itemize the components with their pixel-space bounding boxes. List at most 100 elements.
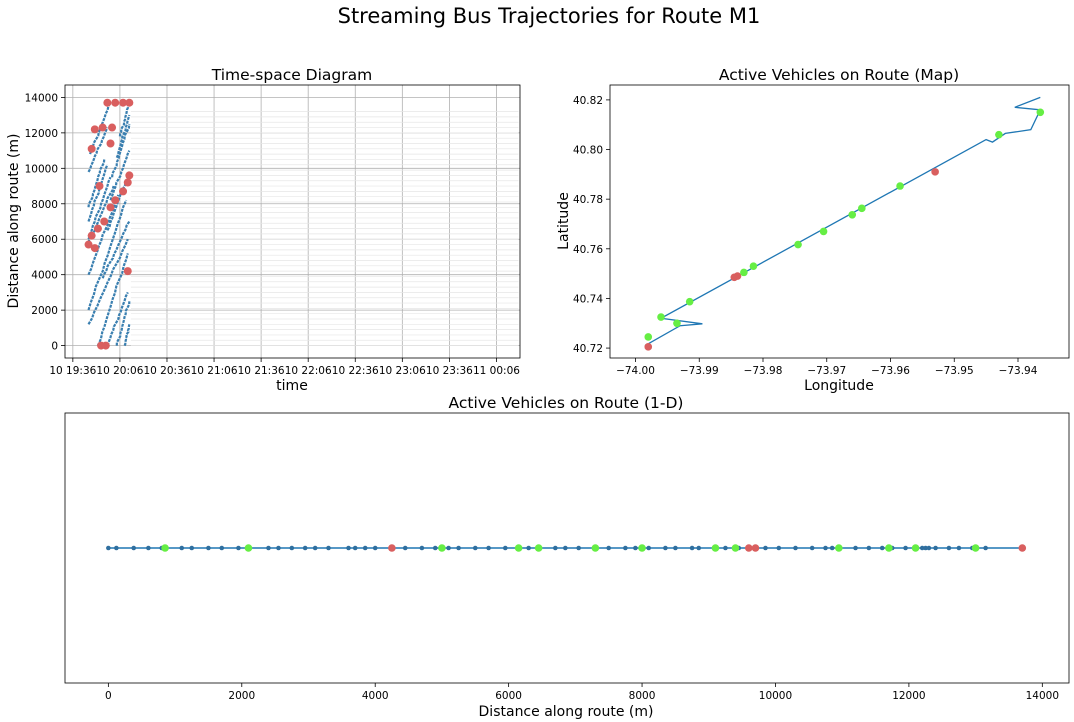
one-d-stop-marker [502, 545, 508, 551]
time-space-bunched-point [100, 217, 109, 226]
one-d-stop-marker [346, 545, 351, 551]
one-d-stop-marker [853, 545, 858, 551]
one-d-stop-marker [189, 545, 195, 551]
one-d-on-time-point [835, 544, 843, 552]
time-space-trajectory [115, 301, 131, 346]
time-space-bunched-point [93, 224, 102, 233]
map-x-tick-label: −74.00 [616, 365, 655, 377]
time-space-bunched-point [95, 182, 104, 191]
map-x-ticks: −74.00 −73.99 −73.98 −73.97 −73.96 −73.95 −73.… [616, 358, 1038, 377]
time-space-bunched-point [90, 125, 99, 134]
one-d-stop-marker [289, 545, 295, 551]
time-space-grid [65, 85, 520, 358]
one-d-stop-marker [776, 545, 782, 551]
one-d-stop-marker [432, 545, 438, 551]
one-d-bunched-points [388, 544, 1027, 552]
one-d-stop-marker [266, 545, 271, 551]
time-space-bunched-point [125, 98, 134, 107]
time-space-x-tick-label: 10 19:36 [49, 365, 96, 377]
time-space-y-tick-label: 8000 [31, 199, 58, 211]
one-d-stop-marker [372, 545, 378, 551]
map-on-time-point [995, 130, 1003, 139]
one-d-bunched-point [751, 544, 760, 552]
map-on-time-point [794, 240, 802, 249]
one-d-stop-marker [276, 545, 281, 551]
time-space-y-tick-label: 12000 [25, 128, 58, 140]
map-on-time-point [740, 268, 748, 277]
one-d-stop-marker [236, 545, 241, 551]
one-d-stop-marker [563, 545, 568, 551]
one-d-on-time-point [591, 544, 600, 552]
one-d-on-time-point [971, 544, 980, 552]
one-d-on-time-point [438, 544, 446, 552]
one-d-stop-marker [146, 545, 151, 551]
time-space-bunched-point [123, 178, 132, 187]
time-space-trajectory [87, 199, 128, 311]
one-d-stop-marker [114, 545, 119, 551]
one-d-on-time-point [711, 544, 720, 552]
one-d-stop-marker [923, 545, 928, 551]
map-x-tick-label: −73.97 [807, 365, 846, 377]
one-d-stop-marker [576, 545, 581, 551]
time-space-bunched-point [125, 171, 134, 180]
time-space-bunched-point [119, 187, 128, 196]
time-space-trajectory [87, 159, 106, 208]
time-space-trajectory [96, 253, 129, 347]
one-d-title: Active Vehicles on Route (1-D) [449, 394, 684, 412]
time-space-x-tick-label: 10 20:36 [143, 365, 190, 377]
one-d-stop-marker [526, 545, 531, 551]
one-d-stop-marker [956, 545, 962, 551]
one-d-on-time-point [731, 544, 740, 552]
time-space-bunched-point [98, 123, 107, 132]
time-space-bunched-point [119, 98, 128, 107]
one-d-stop-marker [919, 545, 925, 551]
one-d-on-time-point [534, 544, 543, 552]
map-bunched-point [733, 272, 742, 280]
one-d-stop-marker [663, 545, 668, 551]
one-d-x-tick-label: 10000 [759, 690, 792, 702]
time-space-bunched-point [106, 139, 115, 148]
one-d-stop-marker [131, 545, 137, 551]
one-d-stop-marker [553, 545, 558, 551]
map-x-tick-label: −73.99 [680, 365, 719, 377]
one-d-stop-marker [689, 545, 695, 551]
time-space-y-tick-label: 4000 [31, 270, 58, 282]
one-d-stop-marker [903, 545, 908, 551]
time-space-y-tick-label: 2000 [31, 305, 58, 317]
one-d-on-time-point [638, 544, 646, 552]
one-d-stop-marker [312, 545, 318, 551]
map-on-time-point [673, 319, 681, 328]
time-space-y-label: Distance along route (m) [6, 134, 22, 309]
one-d-stop-marker [326, 545, 331, 551]
time-space-bunched-point [108, 123, 117, 132]
one-d-on-time-point [911, 544, 920, 552]
time-space-bunched-point [111, 98, 120, 107]
one-d-stop-marker [219, 545, 225, 551]
one-d-on-time-point [244, 544, 253, 552]
map-bunched-point [644, 343, 653, 351]
one-d-x-tick-label: 4000 [362, 690, 389, 702]
map-on-time-point [819, 227, 828, 236]
map-y-tick-label: 40.76 [573, 244, 603, 256]
map-on-time-point [848, 210, 857, 219]
time-space-stop-lines [130, 111, 519, 346]
one-d-stop-marker [362, 545, 368, 551]
map-y-tick-label: 40.78 [573, 194, 603, 206]
one-d-x-tick-label: 14000 [1026, 690, 1059, 702]
one-d-stop-marker [793, 545, 798, 551]
map-panel: Active Vehicles on Route (Map) −74.00 −73… [556, 66, 1070, 394]
one-d-stop-marker [866, 545, 872, 551]
map-route-line [644, 96, 1042, 347]
time-space-x-tick-label: 10 23:06 [379, 365, 426, 377]
time-space-bunched-point [106, 203, 115, 212]
one-d-stop-marker [879, 545, 885, 551]
one-d-on-time-point [885, 544, 893, 552]
one-d-stop-marker [933, 545, 938, 551]
map-x-label: Longitude [804, 378, 874, 394]
map-x-tick-label: −73.95 [935, 365, 974, 377]
map-x-tick-label: −73.98 [744, 365, 783, 377]
time-space-x-ticks: 10 19:36 10 20:06 10 20:36 10 21:06 10 21:36… [49, 358, 520, 377]
time-space-x-tick-label: 10 21:06 [191, 365, 238, 377]
time-space-x-tick-label: 10 22:06 [285, 365, 332, 377]
